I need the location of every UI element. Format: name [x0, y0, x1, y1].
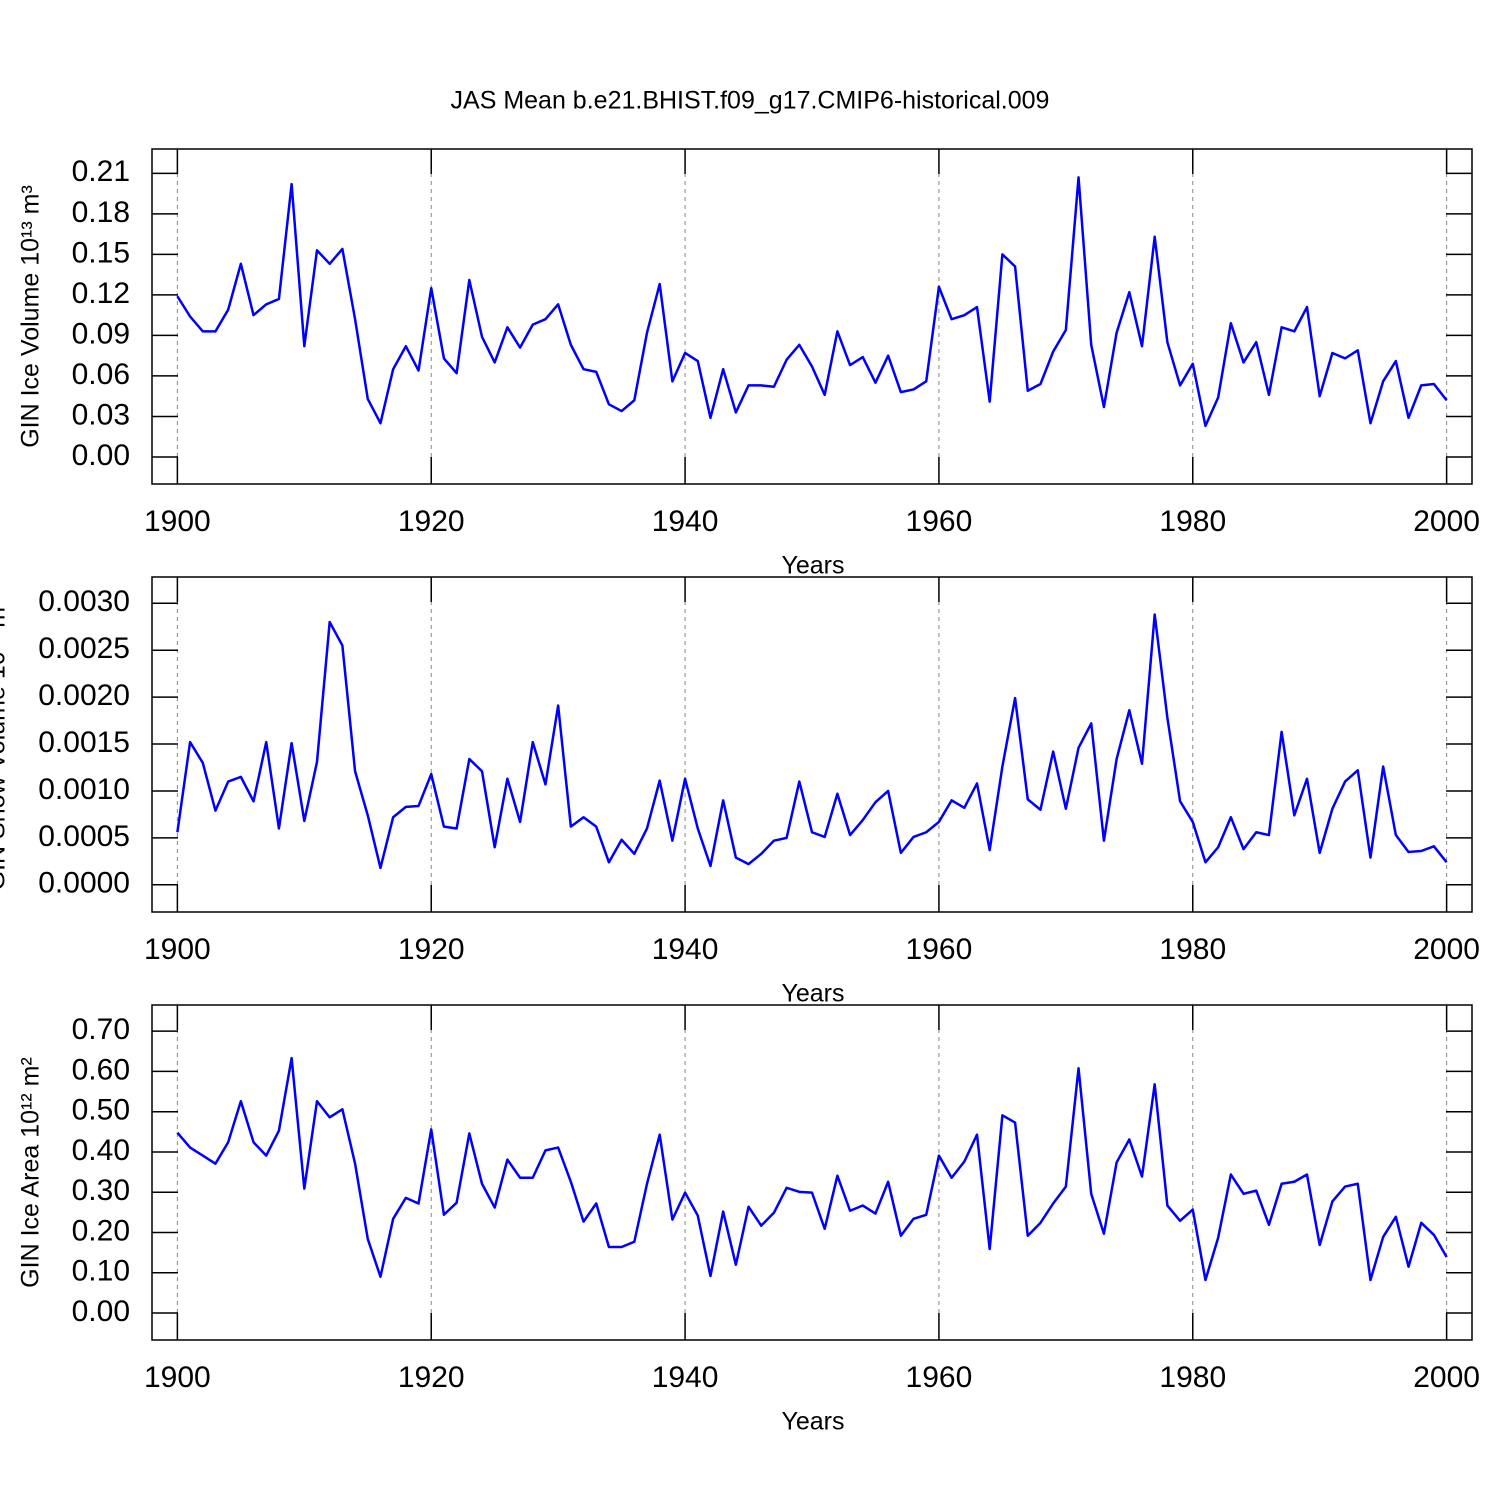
y-tick-label: 0.0020: [38, 679, 130, 712]
y-tick-label: 0.30: [72, 1174, 130, 1207]
x-axis-title: Years: [781, 552, 844, 580]
y-tick-label: 0.03: [72, 398, 130, 431]
y-tick-label: 0.0030: [38, 585, 130, 618]
x-tick-label: 1980: [1159, 933, 1226, 966]
x-tick-label: 1920: [398, 505, 465, 538]
x-tick-label: 1960: [906, 505, 973, 538]
x-tick-label: 1980: [1159, 505, 1226, 538]
y-tick-label: 0.0010: [38, 773, 130, 806]
y-tick-label: 0.00: [72, 439, 130, 472]
x-tick-label: 1960: [906, 1361, 973, 1394]
y-tick-label: 0.00: [72, 1295, 130, 1328]
y-tick-label: 0.40: [72, 1134, 130, 1167]
chart-title: JAS Mean b.e21.BHIST.f09_g17.CMIP6-histo…: [451, 87, 1050, 115]
x-tick-label: 1980: [1159, 1361, 1226, 1394]
y-axis-title: GIN Snow Volume 10¹³ m³: [0, 599, 11, 891]
y-tick-label: 0.10: [72, 1255, 130, 1288]
data-line: [176, 613, 1448, 870]
plot-frame: [151, 576, 1473, 913]
x-tick-label: 1920: [398, 1361, 465, 1394]
x-tick-label: 1960: [906, 933, 973, 966]
y-tick-label: 0.06: [72, 358, 130, 391]
y-tick-label: 0.12: [72, 277, 130, 310]
y-tick-label: 0.21: [72, 155, 130, 188]
y-tick-label: 0.09: [72, 317, 130, 350]
y-tick-label: 0.0005: [38, 820, 130, 853]
y-axis-title: GIN Ice Area 10¹² m²: [17, 1057, 45, 1288]
y-tick-label: 0.0015: [38, 726, 130, 759]
y-tick-label: 0.50: [72, 1094, 130, 1127]
x-tick-label: 2000: [1413, 505, 1480, 538]
y-axis-title: GIN Ice Volume 10¹³ m³: [17, 185, 45, 448]
data-line: [176, 1056, 1448, 1282]
y-tick-label: 0.18: [72, 196, 130, 229]
data-line: [176, 176, 1448, 428]
plot-frame: [151, 1004, 1473, 1341]
x-tick-label: 2000: [1413, 933, 1480, 966]
plot-frame: [151, 148, 1473, 485]
x-tick-label: 1900: [144, 933, 211, 966]
x-axis-title: Years: [781, 980, 844, 1008]
y-tick-label: 0.0025: [38, 632, 130, 665]
x-axis-title: Years: [781, 1408, 844, 1436]
x-tick-label: 1940: [652, 505, 719, 538]
y-tick-label: 0.60: [72, 1053, 130, 1086]
x-tick-label: 1900: [144, 1361, 211, 1394]
x-tick-label: 1900: [144, 505, 211, 538]
y-tick-label: 0.15: [72, 236, 130, 269]
y-tick-label: 0.20: [72, 1214, 130, 1247]
x-tick-label: 1920: [398, 933, 465, 966]
x-tick-label: 1940: [652, 1361, 719, 1394]
y-tick-label: 0.70: [72, 1013, 130, 1046]
x-tick-label: 2000: [1413, 1361, 1480, 1394]
y-tick-label: 0.0000: [38, 867, 130, 900]
x-tick-label: 1940: [652, 933, 719, 966]
